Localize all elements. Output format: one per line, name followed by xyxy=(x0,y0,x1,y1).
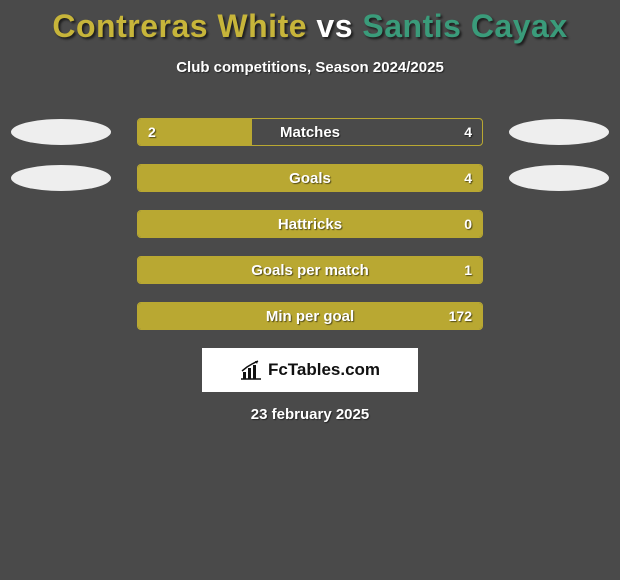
stat-bar: Goals4 xyxy=(137,164,483,192)
subtitle: Club competitions, Season 2024/2025 xyxy=(0,59,620,76)
comparison-container: Contreras White vs Santis Cayax Club com… xyxy=(0,0,620,423)
stat-right-value: 4 xyxy=(464,119,472,145)
stat-bar-fill xyxy=(138,257,482,283)
stat-row: Min per goal172 xyxy=(0,302,620,330)
player2-name: Santis Cayax xyxy=(362,8,567,44)
date: 23 february 2025 xyxy=(0,406,620,423)
bar-chart-icon xyxy=(240,360,262,380)
stat-row: Goals per match1 xyxy=(0,256,620,284)
stat-bar-fill xyxy=(138,303,482,329)
stat-right-value: 4 xyxy=(464,165,472,191)
stat-row: Hattricks0 xyxy=(0,210,620,238)
player1-badge xyxy=(11,119,111,145)
stat-right-value: 172 xyxy=(449,303,472,329)
stat-row: 2Matches4 xyxy=(0,118,620,146)
player2-badge xyxy=(509,119,609,145)
stat-bar-fill xyxy=(138,211,482,237)
stat-bar: Hattricks0 xyxy=(137,210,483,238)
stat-left-value: 2 xyxy=(148,119,156,145)
stat-bar: Min per goal172 xyxy=(137,302,483,330)
stat-right-value: 1 xyxy=(464,257,472,283)
stat-row: Goals4 xyxy=(0,164,620,192)
player1-badge xyxy=(11,165,111,191)
page-title: Contreras White vs Santis Cayax xyxy=(0,8,620,45)
stat-rows: 2Matches4 Goals4 Hattricks0 Goals per match… xyxy=(0,118,620,330)
logo-text: FcTables.com xyxy=(268,360,380,380)
stat-right-value: 0 xyxy=(464,211,472,237)
logo-inner: FcTables.com xyxy=(240,360,380,380)
player2-badge xyxy=(509,165,609,191)
stat-bar: 2Matches4 xyxy=(137,118,483,146)
vs-text: vs xyxy=(307,8,362,44)
stat-bar: Goals per match1 xyxy=(137,256,483,284)
player1-name: Contreras White xyxy=(52,8,307,44)
stat-bar-fill xyxy=(138,165,482,191)
logo-box: FcTables.com xyxy=(202,348,418,392)
